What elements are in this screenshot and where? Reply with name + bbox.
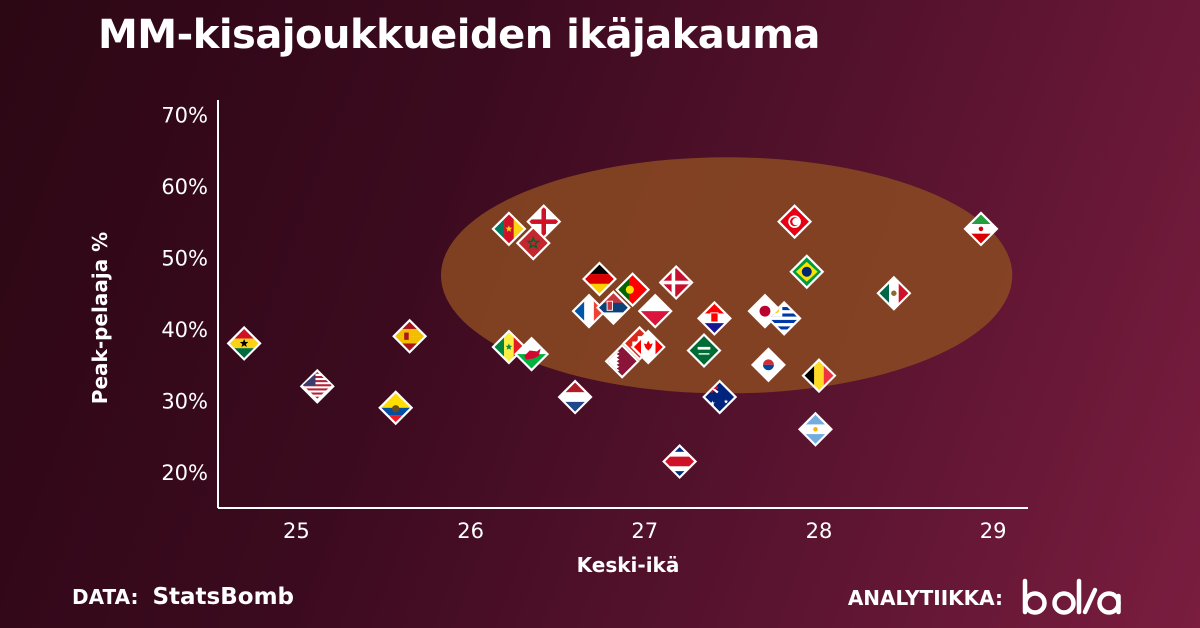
y-tick-label: 40% (161, 318, 208, 342)
data-point-canada (630, 329, 666, 365)
y-tick-label: 30% (161, 390, 208, 414)
data-point-belgium (801, 358, 837, 394)
data-point-brazil (789, 254, 825, 290)
data-point-poland (637, 293, 673, 329)
data-source-label: DATA: (72, 585, 139, 609)
data-point-costarica (662, 443, 698, 479)
data-point-mexico (876, 275, 912, 311)
analytics-label: ANALYTIIKKA: (847, 586, 1003, 610)
scatter-chart: 25 26 27 28 29 20%30%40%50%60%70% Keski-ikä … (88, 103, 1013, 577)
data-point-portugal (615, 272, 651, 308)
x-tick-label: 27 (631, 519, 658, 543)
data-point-ecuador (378, 390, 414, 426)
y-tick-label: 20% (161, 461, 208, 485)
x-tick-label: 26 (457, 519, 484, 543)
data-source-name: StatsBomb (152, 584, 294, 610)
x-tick-label: 29 (980, 519, 1007, 543)
y-axis-title: Peak-pelaaja % (88, 232, 112, 404)
x-axis-title: Keski-ikä (577, 553, 680, 577)
x-tick-labels: 25 26 27 28 29 (283, 519, 1007, 543)
y-tick-label: 70% (161, 103, 208, 127)
highlight-ellipse (440, 157, 1013, 394)
data-point-ghana (226, 325, 262, 361)
data-point-croatia (696, 300, 732, 336)
data-point-serbia (595, 290, 631, 326)
data-source: DATA: StatsBomb (72, 584, 294, 610)
data-point-cameroon (491, 211, 527, 247)
y-tick-label: 50% (161, 246, 208, 270)
data-point-argentina (797, 411, 833, 447)
data-point-iran (963, 211, 999, 247)
page-title: MM-kisajoukkueiden ikäjakauma (98, 12, 820, 58)
data-point-usa (299, 368, 335, 404)
x-tick-label: 28 (806, 519, 833, 543)
y-tick-labels: 20% 30% 40% 50% 60% 70% (161, 103, 208, 485)
data-point-netherlands (557, 379, 593, 415)
x-tick-label: 25 (283, 519, 310, 543)
analytics-credit: ANALYTIIKKA: (848, 578, 1125, 618)
bolla-logo (1022, 578, 1121, 615)
data-point-spain (392, 318, 428, 354)
data-point-france (571, 293, 607, 329)
data-point-germany (581, 261, 617, 297)
y-tick-label: 60% (161, 175, 208, 199)
